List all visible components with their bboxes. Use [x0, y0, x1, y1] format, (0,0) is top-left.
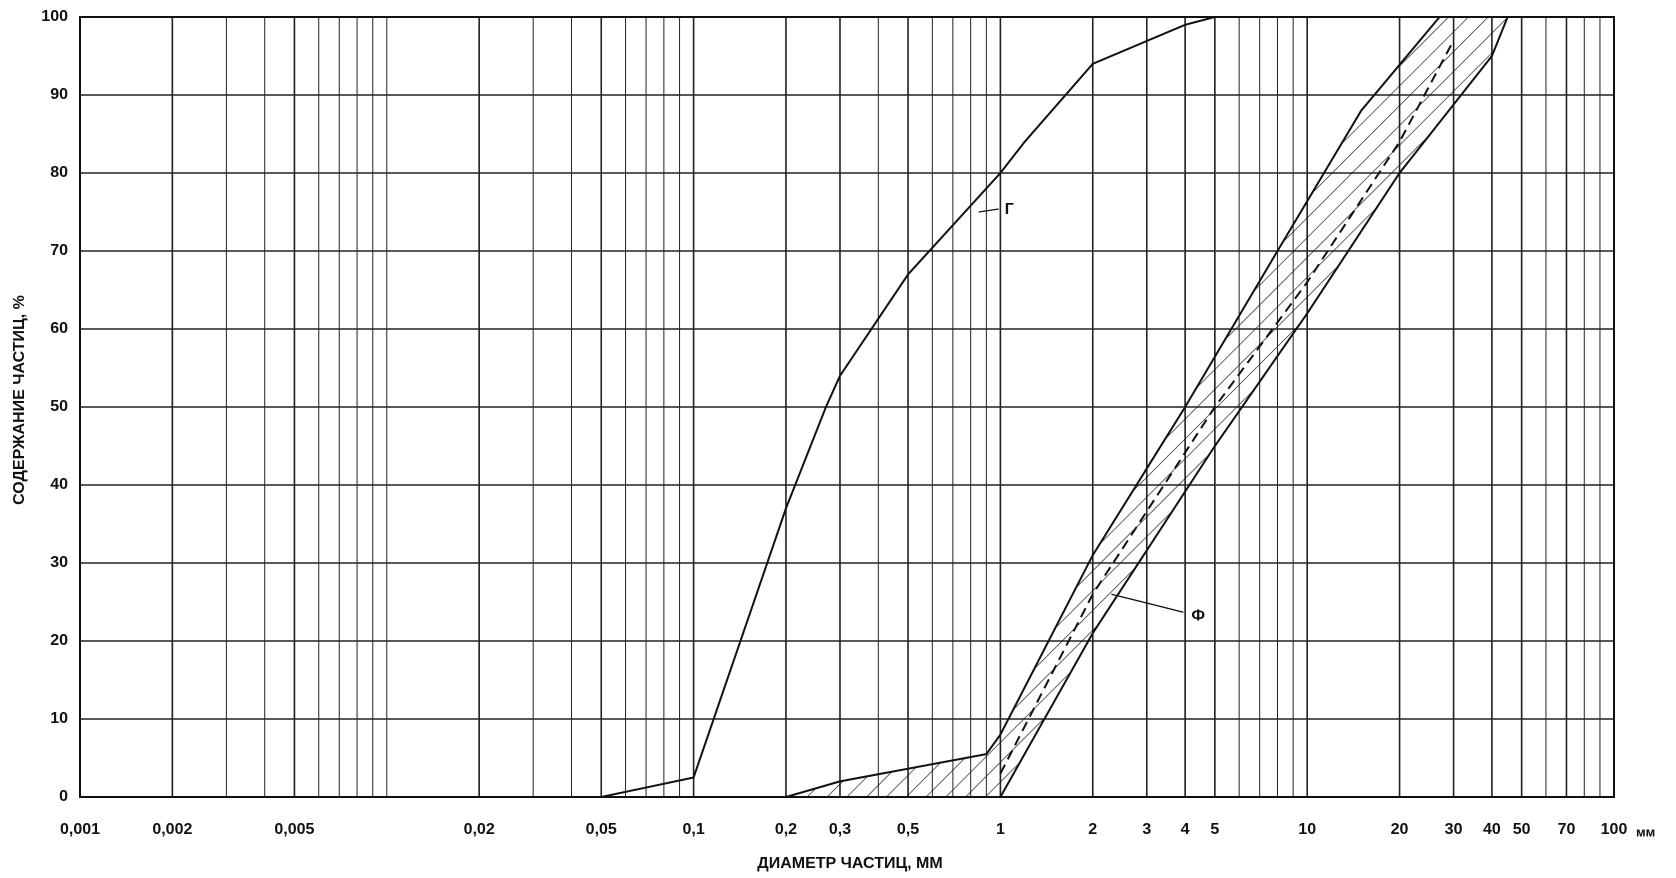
y-tick-label: 50	[50, 398, 68, 415]
y-tick-label: 10	[50, 710, 68, 727]
y-axis-label: СОДЕРЖАНИЕ ЧАСТИЦ, %	[11, 295, 28, 505]
x-tick-label: 70	[1558, 821, 1576, 838]
y-tick-label: 90	[50, 86, 68, 103]
x-tick-label: 0,2	[775, 821, 797, 838]
x-axis-label: ДИАМЕТР ЧАСТИЦ, ММ	[757, 855, 942, 872]
x-tick-label: 30	[1445, 821, 1463, 838]
x-tick-label: 5	[1210, 821, 1219, 838]
y-tick-label: 30	[50, 554, 68, 571]
y-tick-label: 80	[50, 164, 68, 181]
x-tick-label: 40	[1483, 821, 1501, 838]
band-area	[785, 17, 1508, 797]
x-tick-label: 0,02	[464, 821, 495, 838]
x-tick-label: 0,5	[897, 821, 919, 838]
x-unit: мм	[1636, 824, 1655, 839]
x-tick-label: 0,005	[274, 821, 314, 838]
y-tick-label: 60	[50, 320, 68, 337]
band-lower	[785, 16, 1509, 798]
leader-line	[978, 208, 999, 213]
x-tick-label: 4	[1181, 821, 1190, 838]
x-tick-label: 0,3	[829, 821, 851, 838]
x-tick-label: 0,001	[60, 821, 100, 838]
y-tick-label: 100	[41, 8, 68, 25]
x-tick-label: 3	[1142, 821, 1151, 838]
dashed-line	[999, 39, 1455, 775]
leader-line	[1111, 593, 1184, 613]
x-tick-label: 100	[1601, 821, 1628, 838]
x-tick-label: 1	[996, 821, 1005, 838]
line	[601, 16, 1216, 798]
band-upper	[785, 16, 1441, 798]
series-label: Г	[1005, 201, 1014, 218]
x-tick-label: 20	[1391, 821, 1409, 838]
series-label: Ф	[1191, 607, 1205, 624]
x-tick-label: 50	[1513, 821, 1531, 838]
x-tick-label: 10	[1298, 821, 1316, 838]
y-tick-label: 20	[50, 632, 68, 649]
y-tick-label: 0	[59, 788, 68, 805]
x-tick-label: 2	[1088, 821, 1097, 838]
x-tick-label: 0,05	[586, 821, 617, 838]
x-tick-label: 0,1	[682, 821, 704, 838]
y-tick-label: 70	[50, 242, 68, 259]
y-tick-label: 40	[50, 476, 68, 493]
x-tick-label: 0,002	[152, 821, 192, 838]
